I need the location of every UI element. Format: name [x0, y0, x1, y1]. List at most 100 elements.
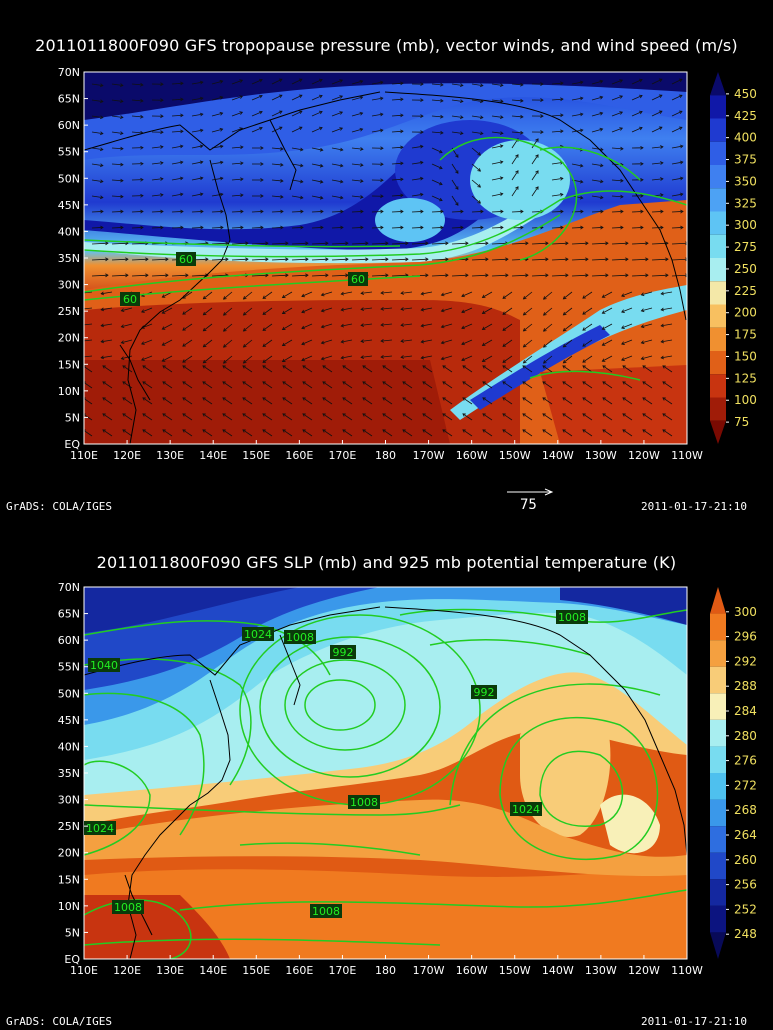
wind-vector [402, 413, 413, 421]
wind-vector [243, 339, 253, 348]
wind-vector-head [100, 225, 104, 230]
wind-vector [671, 274, 687, 277]
wind-vector-head [325, 241, 329, 246]
wind-vector-head [665, 241, 669, 246]
wind-vector [382, 365, 393, 373]
wind-vector [271, 126, 283, 133]
wind-vector [611, 211, 624, 213]
wind-vector [331, 242, 349, 245]
wind-vector [471, 274, 489, 277]
wind-vector-head [461, 293, 465, 298]
wind-vector-head [222, 429, 226, 433]
wind-vector-head [620, 146, 624, 151]
wind-vector-head [602, 365, 606, 369]
wind-vector-head [459, 83, 464, 88]
wind-vector-head [639, 94, 643, 99]
wind-vector-head [359, 95, 364, 100]
wind-vector [351, 242, 369, 245]
wind-vector [362, 413, 373, 421]
wind-vector [421, 355, 433, 359]
wind-vector [411, 211, 424, 213]
latitude-tick-label: 45N [58, 199, 80, 212]
wind-vector-head [340, 355, 345, 360]
colorbar-segment [710, 72, 726, 96]
wind-vector-head [379, 80, 384, 85]
wind-vector-head [579, 195, 584, 200]
wind-vector-head [340, 323, 345, 328]
wind-vector-head [362, 429, 366, 433]
wind-vector-head [265, 257, 269, 262]
wind-vector-head [299, 163, 304, 168]
wind-vector-head [645, 257, 649, 262]
wind-vector [582, 307, 593, 315]
wind-vector [651, 94, 663, 101]
wind-vector-head [245, 241, 249, 246]
wind-vector [121, 307, 133, 312]
wind-vector-head [298, 94, 303, 98]
wind-vector [531, 242, 548, 245]
wind-vector-head [542, 344, 547, 348]
wind-vector [271, 195, 283, 198]
wind-vector-head [282, 397, 286, 401]
wind-vector [401, 323, 413, 326]
wind-vector-head [400, 81, 404, 86]
wind-vector-head [280, 209, 284, 214]
wind-vector-head [342, 413, 346, 417]
colorbar-label: 264 [734, 828, 757, 842]
wind-vector [611, 227, 624, 229]
wind-vector-head [419, 160, 424, 165]
wind-vector-head [425, 257, 429, 262]
wind-vector [642, 397, 653, 405]
contour-label: 1008 [558, 611, 586, 624]
wind-vector [531, 170, 539, 181]
wind-vector-head [579, 80, 584, 85]
wind-vector-head [222, 397, 226, 401]
wind-vector-head [278, 126, 283, 130]
wind-vector [491, 99, 503, 102]
wind-vector-head [219, 176, 224, 181]
longitude-tick-label: 120E [113, 964, 141, 977]
colorbar-label: 425 [734, 109, 757, 123]
wind-vector [311, 111, 323, 117]
wind-vector [311, 195, 323, 199]
wind-vector-head [220, 225, 224, 230]
wind-vector-head [460, 225, 464, 230]
wind-vector-head [180, 113, 184, 118]
wind-vector-head [678, 94, 683, 98]
wind-vector [243, 291, 253, 300]
wind-vector [151, 146, 163, 149]
wind-vector-head [438, 165, 443, 170]
wind-vector-head [262, 327, 267, 331]
wind-vector-head [562, 397, 566, 401]
wind-vector-head [560, 209, 564, 214]
colorbar-label: 300 [734, 605, 757, 619]
wind-vector [84, 355, 93, 358]
colorbar-segment [710, 852, 726, 880]
wind-vector [131, 227, 144, 229]
wind-vector-head [560, 129, 564, 134]
wind-vector-head [520, 225, 524, 230]
wind-vector [282, 365, 293, 373]
wind-vector-head [342, 397, 346, 401]
wind-vector-head [120, 146, 124, 151]
colorbar-label: 250 [734, 262, 757, 276]
bottom-map-canvas: 1024 1008 992 1040 992 1008 1008 1024 10… [58, 581, 757, 977]
wind-vector-head [582, 359, 586, 363]
wind-vector [662, 365, 673, 373]
wind-vector-head [542, 312, 547, 316]
wind-vector-head [400, 339, 404, 343]
contour-label: 992 [333, 646, 354, 659]
wind-vector-head [299, 147, 304, 152]
wind-vector [331, 79, 343, 85]
wind-vector [243, 307, 253, 316]
wind-vector [322, 381, 333, 389]
wind-vector-head [542, 328, 547, 332]
coastlines [84, 91, 687, 444]
wind-vector-head [499, 144, 504, 149]
wind-vector-head [301, 309, 305, 314]
wind-vector-head [505, 273, 509, 278]
wind-vector [271, 147, 283, 150]
colorbar-segment [710, 141, 726, 165]
wind-vector [351, 195, 363, 198]
colorbar-label: 200 [734, 306, 757, 320]
